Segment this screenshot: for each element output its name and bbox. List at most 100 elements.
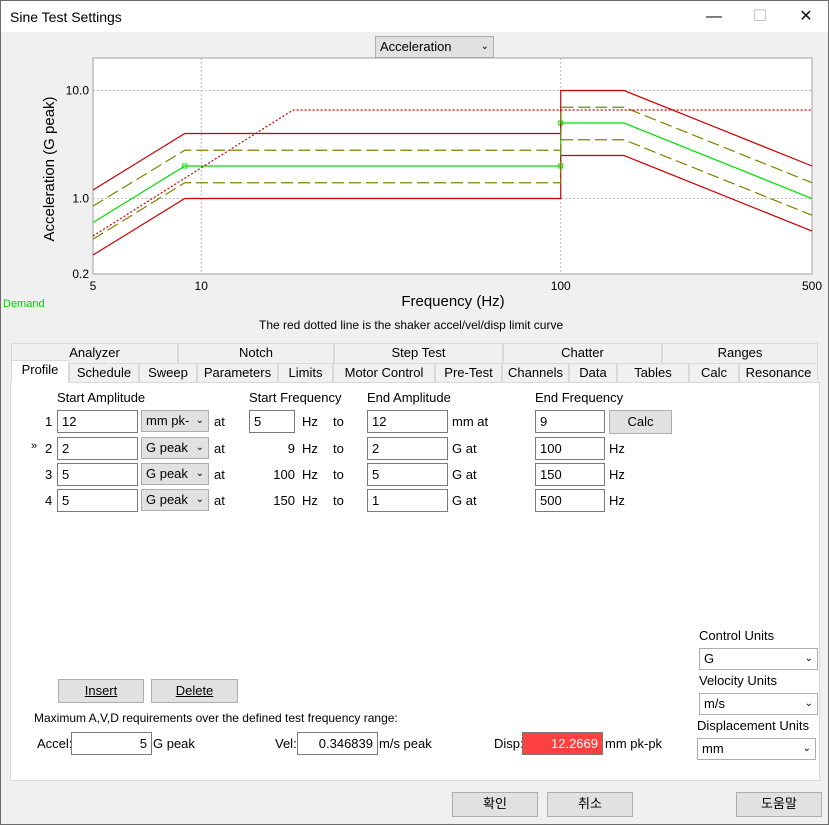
maximize-button[interactable]: ☐ — [752, 8, 768, 25]
chart-series — [92, 89, 813, 256]
tab-limits[interactable]: Limits — [278, 363, 333, 383]
end-hz-label: Hz — [609, 441, 625, 456]
x-tick-label: 5 — [90, 279, 97, 293]
title-bar: Sine Test Settings — ☐ ✕ — [1, 1, 828, 32]
delete-button[interactable]: Delete — [151, 679, 238, 703]
chevron-down-icon: ⌄ — [802, 743, 811, 754]
demand-legend: Demand — [3, 298, 45, 310]
tab-ranges[interactable]: Ranges — [662, 343, 818, 363]
start-frequency-value: 100 — [273, 467, 295, 482]
row-number: 3 — [45, 467, 53, 482]
x-tick-label: 100 — [551, 279, 571, 293]
end-amplitude-input[interactable]: 5 — [367, 463, 448, 486]
demand-breakpoint — [182, 163, 188, 169]
end-hz-label: Hz — [609, 493, 625, 508]
start-frequency-value: 150 — [273, 493, 295, 508]
tab-calc[interactable]: Calc — [689, 363, 739, 383]
minimize-button[interactable]: — — [706, 8, 722, 25]
ok-button[interactable]: 확인 — [452, 792, 538, 817]
start-amplitude-input[interactable]: 12 — [57, 410, 138, 433]
close-button[interactable]: ✕ — [799, 8, 813, 25]
amplitude-unit-value: G peak — [146, 466, 188, 481]
y-axis-label: Acceleration (G peak) — [41, 96, 58, 241]
end-amplitude-input[interactable]: 1 — [367, 489, 448, 512]
window-title: Sine Test Settings — [10, 9, 122, 25]
disp-unit: mm pk-pk — [605, 736, 663, 751]
help-button[interactable]: 도움말 — [736, 792, 822, 817]
start-amplitude-input[interactable]: 5 — [57, 489, 138, 512]
axis-ticks: 5 10 100 500 10.0 1.0 0.2 — [66, 84, 823, 293]
current-row-marker: » — [31, 440, 38, 452]
amplitude-unit-select[interactable]: G peak ⌄ — [141, 463, 209, 485]
velocity-units-select[interactable]: m/s ⌄ — [699, 693, 818, 715]
end-unit-label: mm at — [452, 414, 489, 429]
amplitude-unit-select[interactable]: G peak ⌄ — [141, 489, 209, 511]
start-amplitude-input[interactable]: 2 — [57, 437, 138, 460]
tab-profile[interactable]: Profile — [11, 360, 69, 383]
accel-unit: G peak — [153, 736, 195, 751]
chevron-down-icon: ⌄ — [195, 442, 204, 453]
displacement-units-label: Displacement Units — [697, 718, 809, 733]
y-tick-label: 1.0 — [72, 192, 89, 206]
amplitude-unit-value: mm pk- — [146, 413, 190, 428]
tab-analyzer[interactable]: Analyzer — [11, 343, 178, 363]
tab-channels[interactable]: Channels — [502, 363, 569, 383]
tab-step-test[interactable]: Step Test — [334, 343, 503, 363]
vel-value: 0.346839 — [297, 732, 378, 755]
tab-pre-test[interactable]: Pre-Test — [435, 363, 502, 383]
accel-label: Accel: — [37, 736, 73, 751]
tab-chatter[interactable]: Chatter — [503, 343, 662, 363]
delete-button-label: Delete — [175, 683, 214, 698]
series-line — [92, 109, 812, 237]
end-amplitude-header: End Amplitude — [367, 390, 451, 405]
tab-resonance[interactable]: Resonance — [739, 363, 818, 383]
vel-label: Vel: — [275, 736, 297, 751]
displacement-units-value: mm — [702, 741, 724, 756]
y-tick-label: 10.0 — [66, 84, 90, 98]
end-hz-label: Hz — [609, 467, 625, 482]
series-line — [92, 154, 813, 256]
insert-button-label: Insert — [84, 683, 118, 698]
series-line — [92, 139, 813, 240]
end-amplitude-input[interactable]: 2 — [367, 437, 448, 460]
velocity-units-value: m/s — [704, 696, 725, 711]
chart-caption: The red dotted line is the shaker accel/… — [259, 318, 564, 332]
hz-label: Hz — [302, 467, 318, 482]
tab-schedule[interactable]: Schedule — [69, 363, 139, 383]
chevron-down-icon: ⌄ — [195, 415, 204, 426]
tab-sweep[interactable]: Sweep — [139, 363, 197, 383]
tab-parameters[interactable]: Parameters — [197, 363, 278, 383]
end-amplitude-input[interactable]: 12 — [367, 410, 448, 433]
start-amplitude-header: Start Amplitude — [57, 390, 146, 405]
tab-motor-control[interactable]: Motor Control — [333, 363, 435, 383]
end-frequency-input[interactable]: 150 — [535, 463, 605, 486]
cancel-button[interactable]: 취소 — [547, 792, 633, 817]
disp-value: 12.2669 — [522, 732, 603, 755]
x-tick-label: 10 — [195, 279, 209, 293]
at-label: at — [214, 493, 225, 508]
amplitude-unit-select[interactable]: G peak ⌄ — [141, 437, 209, 459]
start-frequency-input[interactable]: 5 — [249, 410, 295, 433]
control-units-select[interactable]: G ⌄ — [699, 648, 818, 670]
displacement-units-select[interactable]: mm ⌄ — [697, 738, 816, 760]
amplitude-unit-value: G peak — [146, 440, 188, 455]
accel-value: 5 — [71, 732, 152, 755]
x-tick-label: 500 — [802, 279, 822, 293]
start-frequency-value: 9 — [287, 441, 295, 456]
insert-button[interactable]: Insert — [58, 679, 144, 703]
end-frequency-input[interactable]: 100 — [535, 437, 605, 460]
series-line — [92, 106, 813, 207]
amplitude-unit-value: G peak — [146, 492, 188, 507]
end-frequency-input[interactable]: 500 — [535, 489, 605, 512]
to-label: to — [333, 493, 344, 508]
calc-button[interactable]: Calc — [609, 410, 672, 434]
end-frequency-input[interactable]: 9 — [535, 410, 605, 433]
tab-notch[interactable]: Notch — [178, 343, 334, 363]
chevron-down-icon: ⌄ — [480, 41, 489, 52]
start-amplitude-input[interactable]: 5 — [57, 463, 138, 486]
control-units-value: G — [704, 651, 715, 666]
tab-data[interactable]: Data — [569, 363, 617, 383]
chevron-down-icon: ⌄ — [804, 653, 813, 664]
tab-tables[interactable]: Tables — [617, 363, 689, 383]
amplitude-unit-select[interactable]: mm pk- ⌄ — [141, 410, 209, 432]
